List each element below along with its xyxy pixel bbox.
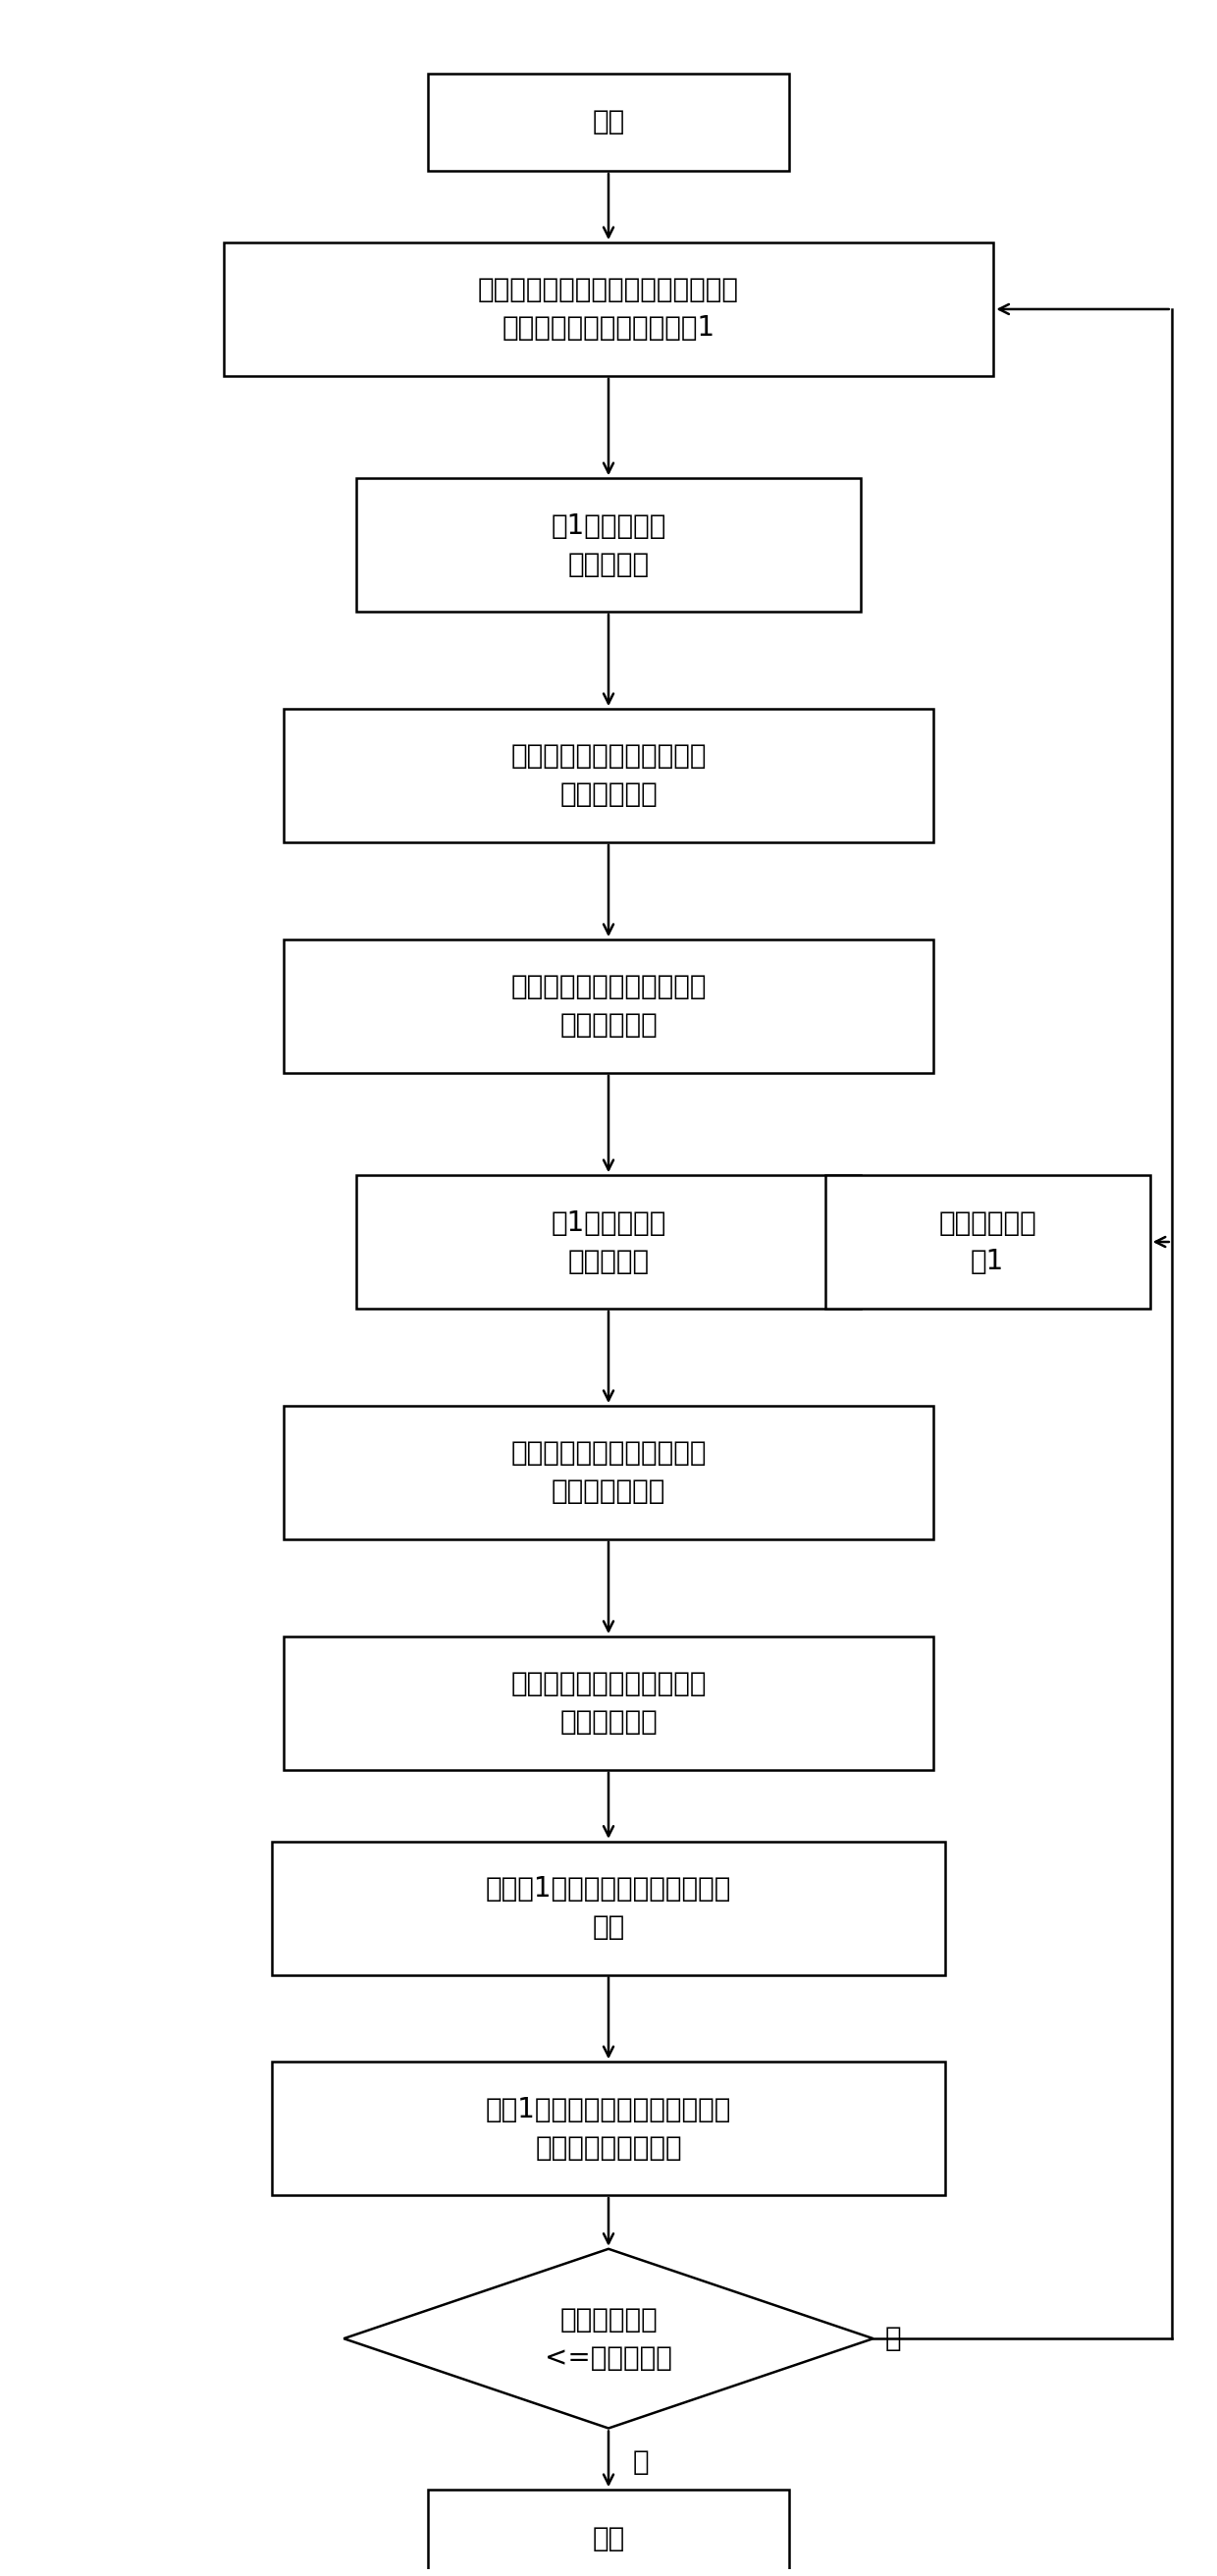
Text: 驱动器序列数
加1: 驱动器序列数 加1 bbox=[938, 1208, 1037, 1275]
FancyBboxPatch shape bbox=[825, 1175, 1150, 1309]
Text: 结束: 结束 bbox=[593, 2524, 624, 2553]
FancyBboxPatch shape bbox=[355, 1175, 862, 1309]
Text: 开始: 开始 bbox=[593, 108, 624, 137]
FancyBboxPatch shape bbox=[284, 708, 933, 842]
Text: 计算第1个驱动器的泽尼克影响函
数值: 计算第1个驱动器的泽尼克影响函 数值 bbox=[486, 1875, 731, 1940]
Text: 按照设定的采集次数，采集
泽尼克系数值: 按照设定的采集次数，采集 泽尼克系数值 bbox=[511, 742, 706, 809]
Text: 驱动器序列数
<=驱动器总数: 驱动器序列数 <=驱动器总数 bbox=[545, 2306, 672, 2372]
Text: 按照设定的采集次数，采集
泽尼克系数值，: 按照设定的采集次数，采集 泽尼克系数值， bbox=[511, 1440, 706, 1504]
FancyBboxPatch shape bbox=[284, 940, 933, 1072]
Text: 将采集的所有泽尼克系数值
求和取平均。: 将采集的所有泽尼克系数值 求和取平均。 bbox=[511, 1669, 706, 1736]
Polygon shape bbox=[343, 2249, 874, 2429]
FancyBboxPatch shape bbox=[271, 1842, 946, 1976]
FancyBboxPatch shape bbox=[224, 242, 993, 376]
Text: 第1个驱动器发
送正电压值: 第1个驱动器发 送正电压值 bbox=[551, 513, 666, 577]
Text: 否: 否 bbox=[633, 2450, 649, 2476]
FancyBboxPatch shape bbox=[284, 1406, 933, 1538]
FancyBboxPatch shape bbox=[271, 2061, 946, 2195]
Text: 将第1个驱动器的影响函数存入影
响函数矩阵的对应列: 将第1个驱动器的影响函数存入影 响函数矩阵的对应列 bbox=[486, 2094, 731, 2161]
FancyBboxPatch shape bbox=[428, 2491, 789, 2576]
FancyBboxPatch shape bbox=[428, 75, 789, 170]
Text: 指定推拉总次数，采集次数和驱动电
压值，驱动器序列号起始为1: 指定推拉总次数，采集次数和驱动电 压值，驱动器序列号起始为1 bbox=[478, 276, 739, 343]
Text: 第1个驱动器发
送负电压值: 第1个驱动器发 送负电压值 bbox=[551, 1208, 666, 1275]
Text: 将采集的所有泽尼克系数值
求和取平均。: 将采集的所有泽尼克系数值 求和取平均。 bbox=[511, 974, 706, 1038]
FancyBboxPatch shape bbox=[284, 1636, 933, 1770]
Text: 是: 是 bbox=[885, 2324, 902, 2352]
FancyBboxPatch shape bbox=[355, 479, 862, 611]
